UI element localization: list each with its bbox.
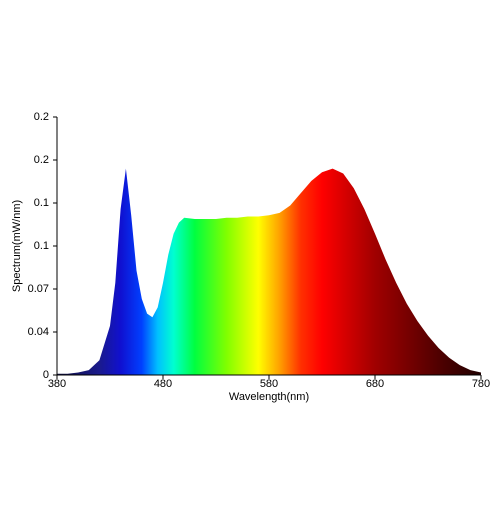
y-tick-label: 0 <box>43 369 49 381</box>
x-tick-label: 780 <box>472 378 490 390</box>
x-tick-label: 380 <box>48 378 66 390</box>
y-tick-label: 0.1 <box>34 240 49 252</box>
y-tick-label: 0.2 <box>34 111 49 123</box>
x-tick-label: 680 <box>366 378 384 390</box>
spectrum-area <box>57 168 481 375</box>
y-tick-label: 0.1 <box>34 197 49 209</box>
y-tick-label: 0.07 <box>28 283 49 295</box>
x-tick-label: 580 <box>260 378 278 390</box>
y-tick-label: 0.2 <box>34 154 49 166</box>
x-axis-title: Wavelength(nm) <box>229 391 309 403</box>
x-tick-label: 480 <box>154 378 172 390</box>
y-axis-title: Spectrum(mW/nm) <box>11 200 23 292</box>
y-tick-label: 0.04 <box>28 326 49 338</box>
